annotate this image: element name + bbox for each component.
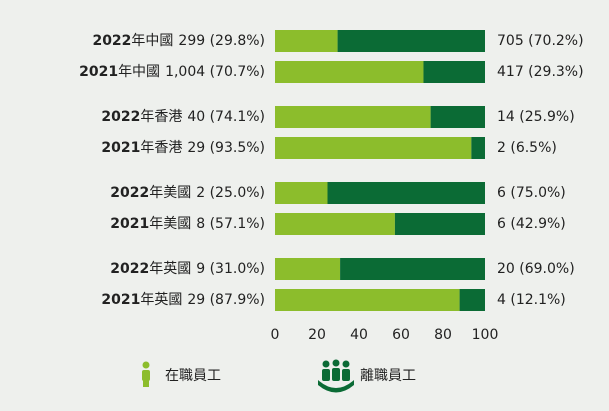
category-label: 2021年美國 <box>110 216 191 232</box>
x-tick-label: 0 <box>271 327 280 343</box>
category-label: 2022年中國 <box>92 33 173 49</box>
x-tick-label: 100 <box>472 327 499 343</box>
category-label: 2021年中國 <box>79 64 160 80</box>
row-label: 2022年中國 299 (29.8%) <box>92 33 265 49</box>
bar-segment <box>275 258 341 280</box>
value-label: 705 (70.2%) <box>497 33 584 49</box>
category-label: 2021年英國 <box>101 291 182 308</box>
bar-segment <box>275 30 338 52</box>
x-tick-label: 20 <box>308 327 326 343</box>
value-label: 2 (25.0%) <box>196 185 265 201</box>
x-tick-label: 40 <box>350 327 368 343</box>
bar-segment <box>275 61 424 83</box>
category-label: 2022年英國 <box>110 260 191 277</box>
bar-segment <box>394 213 485 235</box>
value-label: 6 (42.9%) <box>497 216 566 232</box>
bar-segment <box>459 289 485 311</box>
bar-segment <box>430 106 485 128</box>
bar-segment <box>340 258 485 280</box>
category-label: 2021年香港 <box>101 140 182 156</box>
x-tick-label: 60 <box>392 327 410 343</box>
value-label: 4 (12.1%) <box>497 292 566 308</box>
value-label: 299 (29.8%) <box>178 33 265 49</box>
bar-segment <box>275 213 395 235</box>
value-label: 29 (93.5%) <box>187 140 265 156</box>
bar-segment <box>337 30 485 52</box>
value-label: 2 (6.5%) <box>497 140 557 156</box>
value-label: 1,004 (70.7%) <box>165 64 265 80</box>
value-label: 40 (74.1%) <box>187 109 265 125</box>
bar-segment <box>275 289 460 311</box>
row-label: 2022年香港 40 (74.1%) <box>101 109 265 125</box>
row-label: 2021年美國 8 (57.1%) <box>110 216 265 232</box>
row-label: 2021年香港 29 (93.5%) <box>101 140 265 156</box>
value-label: 6 (75.0%) <box>497 185 566 201</box>
value-label: 20 (69.0%) <box>497 261 575 277</box>
value-label: 417 (29.3%) <box>497 64 584 80</box>
legend-icon-current <box>142 361 150 387</box>
bar-segment <box>275 106 431 128</box>
row-label: 2021年中國 1,004 (70.7%) <box>79 64 265 80</box>
value-label: 29 (87.9%) <box>187 292 265 308</box>
row-label: 2022年美國 2 (25.0%) <box>110 185 265 201</box>
row-label: 2021年英國 29 (87.9%) <box>101 291 265 308</box>
category-label: 2022年香港 <box>101 109 182 125</box>
bar-segment <box>471 137 485 159</box>
bar-segment <box>275 182 328 204</box>
x-tick-label: 80 <box>434 327 452 343</box>
bar-segment <box>275 137 472 159</box>
legend-icon-left <box>318 359 354 393</box>
legend-label: 離職員工 <box>360 367 416 384</box>
legend-label: 在職員工 <box>165 368 221 384</box>
value-label: 14 (25.9%) <box>497 109 575 125</box>
bar-segment <box>423 61 485 83</box>
bar-segment <box>327 182 485 204</box>
value-label: 9 (31.0%) <box>196 261 265 277</box>
value-label: 8 (57.1%) <box>196 216 265 232</box>
row-label: 2022年英國 9 (31.0%) <box>110 260 265 277</box>
category-label: 2022年美國 <box>110 185 191 201</box>
